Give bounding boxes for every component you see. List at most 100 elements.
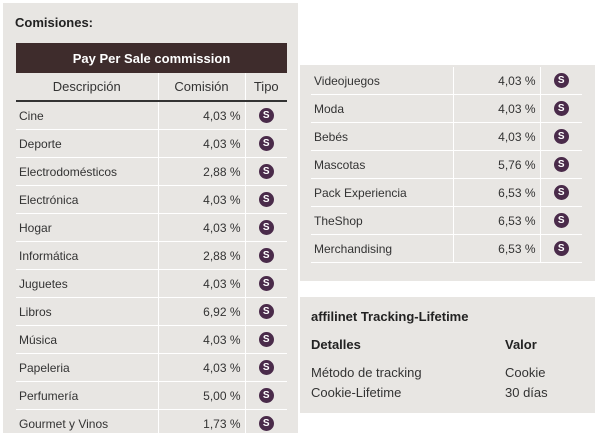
sale-type-icon: S (553, 213, 569, 229)
sale-type-icon: S (553, 241, 569, 257)
category-name: Libros (16, 297, 159, 326)
sale-type-icon: S (553, 129, 569, 145)
sale-type-icon: S (258, 332, 274, 348)
sale-type-icon: S (553, 101, 569, 117)
table-row: Perfumería 5,00 % S (16, 381, 287, 410)
table-row: TheShop 6,53 % S (311, 206, 582, 235)
commission-table-right: Videojuegos 4,03 % S Moda 4,03 % S Bebés 4,03 %… (311, 67, 582, 263)
table-row: Deporte 4,03 % S (16, 129, 287, 158)
category-name: Moda (311, 94, 454, 123)
table-row: Cine 4,03 % S (16, 101, 287, 130)
category-name: Juguetes (16, 269, 159, 298)
sale-type-icon: S (258, 136, 274, 152)
type-cell: S (245, 269, 287, 298)
category-name: Merchandising (311, 234, 454, 263)
sale-type-icon: S (553, 185, 569, 201)
type-cell: S (540, 94, 582, 123)
table-row: Merchandising 6,53 % S (311, 234, 582, 263)
cookie-lifetime-label: Cookie-Lifetime (311, 385, 402, 400)
commission-value: 4,03 % (158, 353, 246, 382)
column-header-descripcion: Descripción (16, 73, 159, 102)
column-header-valor: Valor (505, 337, 537, 352)
commission-value: 4,03 % (453, 122, 541, 151)
table-row: Pack Experiencia 6,53 % S (311, 178, 582, 207)
commission-value: 4,03 % (158, 101, 246, 130)
commission-value: 6,92 % (158, 297, 246, 326)
commission-table-left: Descripción Comisión Tipo Cine 4,03 % S Dep… (16, 73, 287, 438)
category-name: Pack Experiencia (311, 178, 454, 207)
commission-value: 1,73 % (158, 409, 246, 438)
tracking-method-value: Cookie (505, 365, 546, 380)
type-cell: S (245, 297, 287, 326)
commissions-panel-continued: Videojuegos 4,03 % S Moda 4,03 % S Bebés 4,03 %… (300, 65, 595, 281)
table-row: Música 4,03 % S (16, 325, 287, 354)
type-cell: S (540, 206, 582, 235)
type-cell: S (245, 353, 287, 382)
category-name: Bebés (311, 122, 454, 151)
sale-type-icon: S (258, 276, 274, 292)
cookie-lifetime-value: 30 días (505, 385, 548, 400)
table-row: Moda 4,03 % S (311, 94, 582, 123)
category-name: Mascotas (311, 150, 454, 179)
pay-per-sale-header: Pay Per Sale commission (16, 43, 287, 73)
category-name: Deporte (16, 129, 159, 158)
commission-value: 6,53 % (453, 206, 541, 235)
commission-value: 4,03 % (158, 129, 246, 158)
type-cell: S (540, 67, 582, 95)
category-name: Electrodomésticos (16, 157, 159, 186)
table-row: Electrónica 4,03 % S (16, 185, 287, 214)
sale-type-icon: S (258, 248, 274, 264)
commissions-panel: Comisiones: Pay Per Sale commission Desc… (3, 3, 298, 438)
tracking-lifetime-panel: affilinet Tracking-Lifetime Detalles Val… (300, 297, 595, 413)
table-row: Papeleria 4,03 % S (16, 353, 287, 382)
sale-type-icon: S (258, 220, 274, 236)
table-row: Bebés 4,03 % S (311, 122, 582, 151)
sale-type-icon: S (258, 388, 274, 404)
table-row: Gourmet y Vinos 1,73 % S (16, 409, 287, 438)
category-name: Papeleria (16, 353, 159, 382)
table-row: Hogar 4,03 % S (16, 213, 287, 242)
category-name: Música (16, 325, 159, 354)
commission-value: 4,03 % (158, 325, 246, 354)
commission-value: 4,03 % (453, 67, 541, 95)
commission-value: 4,03 % (158, 185, 246, 214)
category-name: Gourmet y Vinos (16, 409, 159, 438)
table-row: Libros 6,92 % S (16, 297, 287, 326)
sale-type-icon: S (258, 108, 274, 124)
type-cell: S (245, 185, 287, 214)
type-cell: S (245, 101, 287, 130)
category-name: Cine (16, 101, 159, 130)
table-row: Videojuegos 4,03 % S (311, 67, 582, 95)
category-name: Videojuegos (311, 67, 454, 95)
commission-value: 4,03 % (453, 94, 541, 123)
category-name: Hogar (16, 213, 159, 242)
category-name: Electrónica (16, 185, 159, 214)
sale-type-icon: S (258, 164, 274, 180)
table-row: Electrodomésticos 2,88 % S (16, 157, 287, 186)
commission-value: 2,88 % (158, 241, 246, 270)
commission-value: 6,53 % (453, 178, 541, 207)
sale-type-icon: S (258, 192, 274, 208)
type-cell: S (245, 241, 287, 270)
tracking-method-label: Método de tracking (311, 365, 422, 380)
type-cell: S (540, 150, 582, 179)
tracking-lifetime-title: affilinet Tracking-Lifetime (311, 309, 469, 324)
commission-value: 6,53 % (453, 234, 541, 263)
type-cell: S (540, 122, 582, 151)
sale-type-icon: S (553, 73, 569, 89)
category-name: Perfumería (16, 381, 159, 410)
commission-value: 4,03 % (158, 213, 246, 242)
commission-value: 4,03 % (158, 269, 246, 298)
sale-type-icon: S (258, 416, 274, 432)
commission-value: 5,76 % (453, 150, 541, 179)
table-header-row: Descripción Comisión Tipo (16, 73, 287, 102)
commission-value: 2,88 % (158, 157, 246, 186)
sale-type-icon: S (258, 304, 274, 320)
type-cell: S (245, 129, 287, 158)
type-cell: S (245, 213, 287, 242)
table-row: Informática 2,88 % S (16, 241, 287, 270)
category-name: TheShop (311, 206, 454, 235)
column-header-detalles: Detalles (311, 337, 361, 352)
type-cell: S (245, 409, 287, 438)
column-header-comision: Comisión (158, 73, 246, 102)
